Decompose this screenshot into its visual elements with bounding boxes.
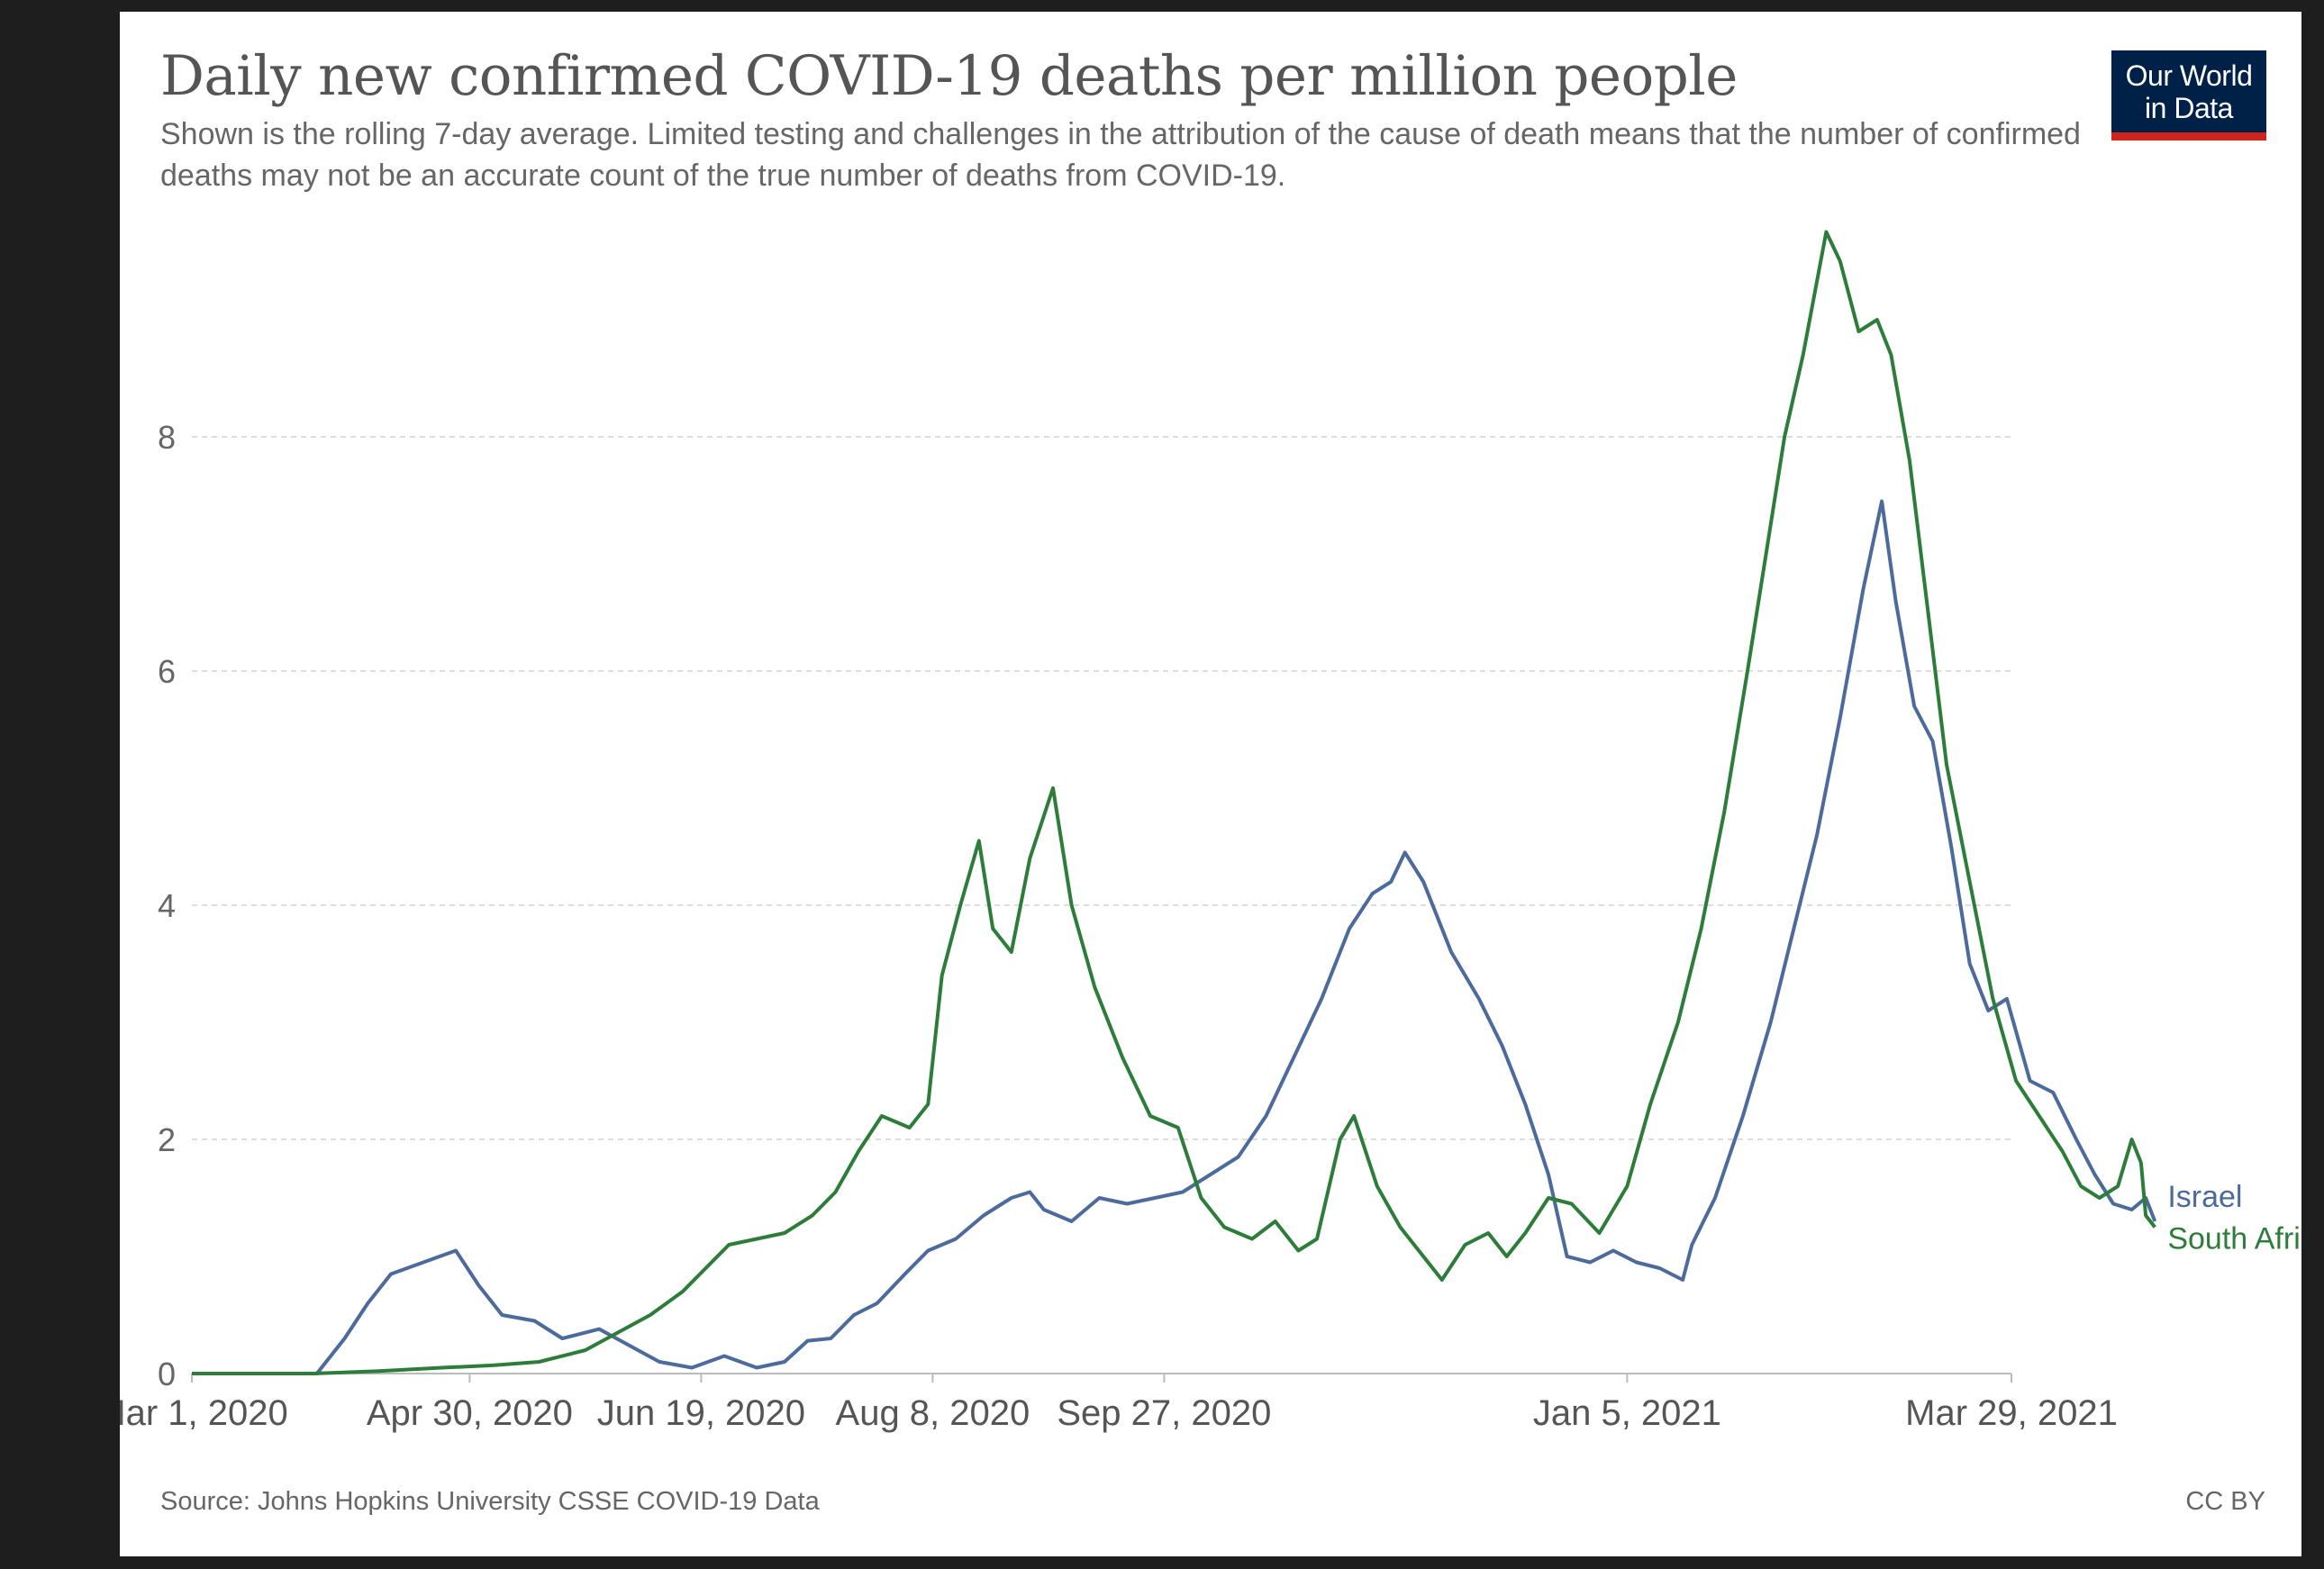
- line-chart: 0 2 4 6 8 Mar 1, 2020 Apr 30, 2020 Jun 19, 202…: [120, 230, 2301, 1433]
- chart-card: Daily new confirmed COVID-19 deaths per …: [120, 12, 2301, 1556]
- series-labels: Israel South Africa: [2167, 1180, 2301, 1256]
- x-tick-label: Jun 19, 2020: [597, 1393, 805, 1433]
- y-tick-label: 8: [158, 419, 176, 456]
- x-tick-label: Jan 5, 2021: [1533, 1393, 1721, 1433]
- gridlines: [192, 436, 2011, 1140]
- license-link[interactable]: CC BY: [2185, 1487, 2265, 1516]
- series-line-south-africa[interactable]: [192, 230, 2156, 1375]
- y-tick-label: 0: [158, 1356, 176, 1392]
- y-tick-label: 4: [158, 887, 176, 924]
- chart-subtitle: Shown is the rolling 7-day average. Limi…: [160, 117, 2081, 193]
- source-note[interactable]: Source: Johns Hopkins University CSSE CO…: [160, 1487, 820, 1516]
- logo-line-1: Our World: [2125, 59, 2253, 92]
- logo-accent-bar: [2111, 132, 2266, 141]
- x-axis: Mar 1, 2020 Apr 30, 2020 Jun 19, 2020 Aug 8…: [120, 1373, 2118, 1433]
- x-tick-label: Mar 1, 2020: [120, 1393, 288, 1433]
- x-tick-label: Aug 8, 2020: [836, 1393, 1030, 1433]
- y-axis-ticks: 0 2 4 6 8: [158, 419, 176, 1392]
- x-tick-label: Mar 29, 2021: [1905, 1393, 2118, 1433]
- x-tick-label: Sep 27, 2020: [1057, 1393, 1271, 1433]
- y-tick-label: 6: [158, 653, 176, 690]
- owid-logo[interactable]: Our World in Data: [2111, 50, 2266, 141]
- series-label-israel[interactable]: Israel: [2167, 1180, 2242, 1214]
- logo-line-2: in Data: [2145, 92, 2233, 124]
- y-tick-label: 2: [158, 1121, 176, 1158]
- series-line-israel[interactable]: [192, 499, 2157, 1375]
- x-tick-label: Apr 30, 2020: [367, 1393, 573, 1433]
- chart-title: Daily new confirmed COVID-19 deaths per …: [160, 44, 1738, 108]
- series-lines: [192, 230, 2157, 1375]
- series-label-south-africa[interactable]: South Africa: [2167, 1222, 2301, 1256]
